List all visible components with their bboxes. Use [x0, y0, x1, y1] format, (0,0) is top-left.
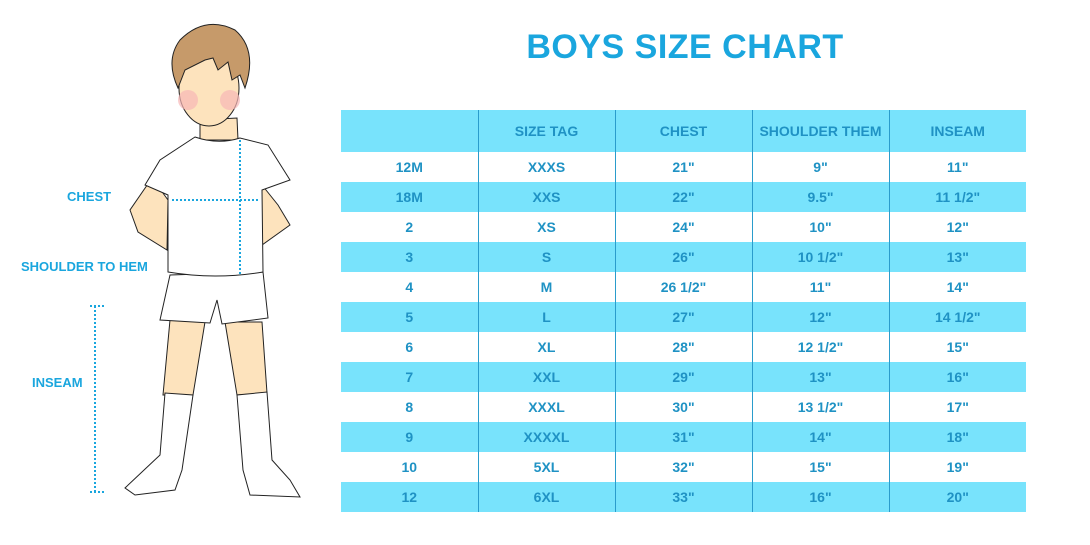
table-cell: 9.5" [751, 182, 889, 212]
table-cell: 14" [888, 272, 1026, 302]
table-cell: 33" [614, 482, 752, 512]
table-cell: 15" [751, 452, 889, 482]
page-title: BOYS SIZE CHART [526, 28, 844, 66]
table-cell: 12 [341, 482, 478, 512]
table-cell: 29" [614, 362, 752, 392]
table-cell: 14" [751, 422, 889, 452]
table-cell: 11" [751, 272, 889, 302]
table-cell: 20" [888, 482, 1026, 512]
table-cell: 12 1/2" [751, 332, 889, 362]
table-cell: XS [477, 212, 615, 242]
table-cell: 12" [751, 302, 889, 332]
table-cell: 28" [614, 332, 752, 362]
table-cell: XXL [477, 362, 615, 392]
table-cell: 6XL [477, 482, 615, 512]
table-cell: 11" [888, 152, 1026, 182]
table-row: 4 M 26 1/2" 11" 14" [341, 272, 1026, 302]
table-cell: 17" [888, 392, 1026, 422]
table-row: 18M XXS 22" 9.5" 11 1/2" [341, 182, 1026, 212]
table-cell: 19" [888, 452, 1026, 482]
table-row: 12 6XL 33" 16" 20" [341, 482, 1026, 512]
table-row: 2 XS 24" 10" 12" [341, 212, 1026, 242]
table-cell: L [477, 302, 615, 332]
table-cell: 26 1/2" [614, 272, 752, 302]
table-cell: 5XL [477, 452, 615, 482]
table-cell: XXXS [477, 152, 615, 182]
table-cell: 5 [341, 302, 478, 332]
column-header: INSEAM [888, 110, 1026, 152]
table-cell: 18M [341, 182, 478, 212]
table-cell: 9 [341, 422, 478, 452]
table-cell: XL [477, 332, 615, 362]
table-row: 9 XXXXL 31" 14" 18" [341, 422, 1026, 452]
table-cell: 8 [405, 399, 414, 415]
table-row: 5 L 27" 12" 14 1/2" [341, 302, 1026, 332]
table-cell: S [477, 242, 615, 272]
table-row: 10 5XL 32" 15" 19" [341, 452, 1026, 482]
table-cell: 18" [888, 422, 1026, 452]
inseam-label: INSEAM [32, 375, 83, 390]
table-cell: 10 [401, 459, 418, 475]
table-cell: 3 [341, 242, 478, 272]
table-row: 8 XXXL 30" 13 1/2" 17" [341, 392, 1026, 422]
table-cell: 12M [395, 159, 423, 175]
table-cell: 13" [888, 242, 1026, 272]
table-cell: 24" [614, 212, 752, 242]
table-header: SIZE TAG CHEST SHOULDER THEM INSEAM [341, 110, 1026, 152]
table-cell: XXXL [477, 392, 615, 422]
chest-label: CHEST [67, 189, 112, 204]
boy-illustration [90, 23, 301, 498]
table-cell: 12" [888, 212, 1026, 242]
table-cell: 4 [405, 279, 414, 295]
table-cell: XXS [477, 182, 615, 212]
table-cell: XXXXL [477, 422, 615, 452]
table-cell: 10" [751, 212, 889, 242]
table-cell: 16" [751, 482, 889, 512]
table-cell: 27" [614, 302, 752, 332]
shoulder-to-hem-label: SHOULDER TO HEM [21, 259, 148, 274]
table-cell: 14 1/2" [888, 302, 1026, 332]
table-cell: 30" [614, 392, 752, 422]
table-cell: 6 [405, 339, 414, 355]
column-header: SIZE TAG [477, 110, 615, 152]
column-header: SHOULDER THEM [751, 110, 889, 152]
table-cell: 13" [751, 362, 889, 392]
table-cell: 16" [888, 362, 1026, 392]
table-cell: 32" [614, 452, 752, 482]
table-row: 7 XXL 29" 13" 16" [341, 362, 1026, 392]
table-row: 12M XXXS 21" 9" 11" [341, 152, 1026, 182]
size-table: SIZE TAG CHEST SHOULDER THEM INSEAM 12M XXXS… [341, 110, 1026, 512]
table-row: 3 S 26" 10 1/2" 13" [341, 242, 1026, 272]
table-cell: 13 1/2" [751, 392, 889, 422]
table-cell: 7 [341, 362, 478, 392]
table-cell: 31" [614, 422, 752, 452]
table-cell: 15" [888, 332, 1026, 362]
table-row: 6 XL 28" 12 1/2" 15" [341, 332, 1026, 362]
table-cell: M [477, 272, 615, 302]
column-header [341, 110, 478, 152]
table-cell: 9" [751, 152, 889, 182]
column-header: CHEST [614, 110, 752, 152]
table-cell: 22" [614, 182, 752, 212]
table-cell: 2 [405, 219, 414, 235]
table-cell: 10 1/2" [751, 242, 889, 272]
table-cell: 11 1/2" [888, 182, 1026, 212]
table-cell: 26" [614, 242, 752, 272]
table-cell: 21" [614, 152, 752, 182]
